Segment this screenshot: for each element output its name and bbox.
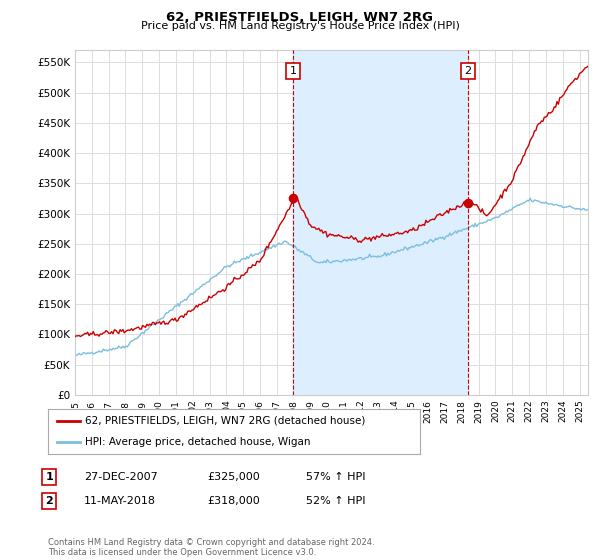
Text: 27-DEC-2007: 27-DEC-2007: [84, 472, 158, 482]
Text: £318,000: £318,000: [207, 496, 260, 506]
Text: 62, PRIESTFIELDS, LEIGH, WN7 2RG (detached house): 62, PRIESTFIELDS, LEIGH, WN7 2RG (detach…: [85, 416, 365, 426]
Text: Contains HM Land Registry data © Crown copyright and database right 2024.
This d: Contains HM Land Registry data © Crown c…: [48, 538, 374, 557]
Text: 57% ↑ HPI: 57% ↑ HPI: [306, 472, 365, 482]
Text: 62, PRIESTFIELDS, LEIGH, WN7 2RG: 62, PRIESTFIELDS, LEIGH, WN7 2RG: [167, 11, 433, 24]
Point: [463, 198, 473, 207]
Text: 52% ↑ HPI: 52% ↑ HPI: [306, 496, 365, 506]
Text: 1: 1: [46, 472, 53, 482]
Text: £325,000: £325,000: [207, 472, 260, 482]
Bar: [293, 50, 468, 395]
Text: HPI: Average price, detached house, Wigan: HPI: Average price, detached house, Wiga…: [85, 436, 311, 446]
Text: 11-MAY-2018: 11-MAY-2018: [84, 496, 156, 506]
Text: 1: 1: [290, 66, 297, 76]
Text: 2: 2: [46, 496, 53, 506]
Text: Price paid vs. HM Land Registry's House Price Index (HPI): Price paid vs. HM Land Registry's House …: [140, 21, 460, 31]
Point: [289, 194, 298, 203]
Text: 2: 2: [464, 66, 472, 76]
